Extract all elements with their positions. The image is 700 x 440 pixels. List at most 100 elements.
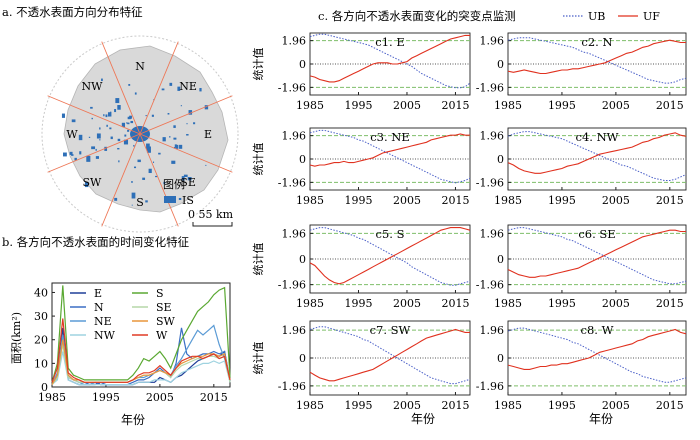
subplot-ylabel: 统计值 [252,342,265,375]
c-ytick-label: -1.96 [476,279,504,292]
is-patch [146,146,151,153]
is-patch [134,166,137,169]
panel-c-subplots: 1.96 0 -1.96 1985 1995 2005 2015 统计值 c1. E 1.96 0 -… [252,32,687,412]
c-xtick-label: 1985 [494,297,522,310]
direction-ray [47,133,141,173]
c-xtick-label: 1995 [344,399,372,412]
direction-ray [139,95,233,135]
is-patch [79,151,82,155]
is-patch [104,146,108,151]
b-ytick-label: 40 [34,286,48,299]
subplot-ylabel: 统计值 [252,243,265,276]
is-patch [204,105,209,110]
legend-label-e: E [94,287,102,300]
is-patch [117,147,120,150]
is-patch [180,105,183,107]
is-patch [115,98,120,104]
c-xtick-label: 2015 [441,399,469,412]
is-patch [109,127,112,130]
is-patch [145,200,148,203]
is-patch [84,181,89,188]
c-ytick-label: 0 [497,253,504,266]
is-patch [127,116,131,120]
direction-label-nw: NW [81,80,103,93]
is-patch [71,119,76,123]
is-patch [61,113,65,118]
c-ytick-label: -1.96 [476,176,504,189]
is-patch [178,197,182,200]
panel-a-map: a. 不透水表面方向分布特征 N NE E SE S SW W NW 图例 IS 0 55 k… [2,5,239,233]
direction-label-sw: SW [82,176,102,189]
is-patch [177,86,181,91]
panel-b-chart: b. 各方向不透水表面的时间变化特征 面积(km²) 年份 0 10 20 30 40 1… [2,235,231,427]
is-patch [95,156,99,159]
is-patch [188,110,193,115]
c-ytick-label: 1.96 [480,35,505,48]
is-patch [74,157,77,161]
legend-label-ne: NE [94,315,112,328]
panel-b-ylabel: 面积(km²) [10,312,23,364]
c-xtick-label: 2005 [602,297,630,310]
c-ytick-label: 0 [299,58,306,71]
is-patch [161,88,165,91]
is-patch [169,136,171,138]
panel-b-xlabel: 年份 [121,413,145,427]
scale-bar [192,222,233,227]
subplot-c5: 1.96 0 -1.96 1985 1995 2005 2015 统计值 c5. S [252,224,471,310]
series-line-nw [51,351,231,386]
panel-b-title: b. 各方向不透水表面的时间变化特征 [2,235,190,249]
c-xtick-label: 2015 [441,99,469,112]
is-patch [142,177,146,180]
is-patch [63,152,67,157]
b-xtick-label: 1995 [92,391,120,404]
is-patch [131,192,136,199]
is-patch [106,124,108,127]
uf-line [309,133,470,167]
ub-line [507,37,687,84]
c-xtick-label: 1995 [344,99,372,112]
subplot-title: c8. W [581,323,614,337]
panel-c-xlabel-left: 年份 [411,412,435,426]
c-ytick-label: 1.96 [282,227,307,240]
c-xtick-label: 1985 [296,194,324,207]
is-patch [145,115,147,117]
is-patch [186,123,188,125]
is-patch [169,82,173,86]
b-ytick-label: 20 [34,334,48,347]
subplot-c4: 1.96 0 -1.96 1985 1995 2005 2015 c4. NW [476,127,687,207]
is-patch [148,168,152,174]
c-xtick-label: 2015 [441,194,469,207]
subplot-c7: 1.96 0 -1.96 1985 1995 2005 2015 统计值 c7. SW [252,320,471,412]
direction-ray [47,95,141,135]
ub-line [507,227,687,285]
c-xtick-label: 2015 [656,194,684,207]
is-patch [105,114,108,118]
c-ytick-label: 0 [497,352,504,365]
is-patch [173,137,177,140]
c-ytick-label: 1.96 [480,227,505,240]
is-patch [101,78,103,82]
c-xtick-label: 2005 [602,99,630,112]
direction-label-n: N [135,60,145,73]
legend-label-s: S [156,287,164,300]
legend-ub-label: UB [588,10,605,23]
c-xtick-label: 1995 [548,99,576,112]
c-xtick-label: 1995 [344,297,372,310]
b-ytick-label: 30 [34,310,48,323]
c-ytick-label: 0 [497,153,504,166]
is-patch [126,122,128,124]
c-xtick-label: 2015 [441,297,469,310]
panel-c-title: c. 各方向不透水表面变化的突变点监测 [318,9,516,23]
is-patch [91,117,93,120]
is-patch [133,144,135,147]
is-patch [146,143,150,150]
c-ytick-label: 0 [299,153,306,166]
subplot-title: c3. NE [370,130,410,144]
uf-line [507,229,686,278]
b-xtick-label: 2015 [200,391,228,404]
panel-b-series [51,285,231,386]
is-patch [162,137,166,142]
uf-line [309,328,470,382]
